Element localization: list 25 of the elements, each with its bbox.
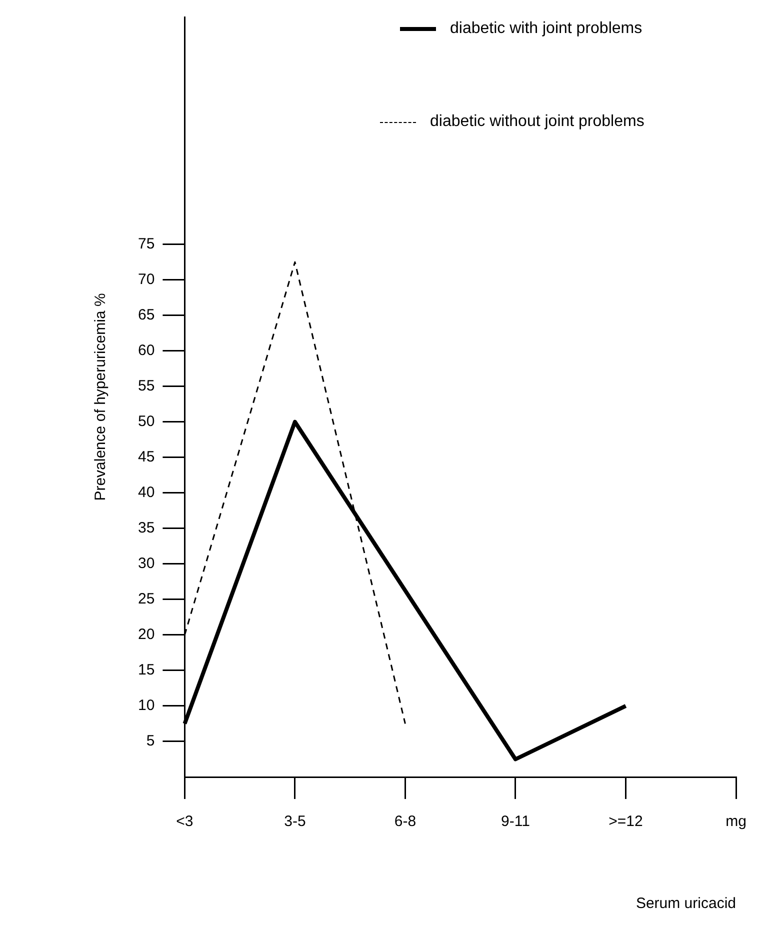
y-tick-label: 10: [138, 697, 155, 714]
y-axis-title: Prevalence of hyperuricemia %: [92, 293, 110, 501]
x-axis-title: Serum uricacid: [636, 895, 736, 912]
x-tick-label: mg: [726, 813, 746, 830]
y-tick-label: 5: [146, 732, 155, 750]
y-tick-label: 20: [138, 626, 155, 644]
y-tick-label: 15: [138, 662, 155, 679]
x-tick-label: >=12: [608, 813, 643, 830]
y-tick-label: 55: [138, 377, 155, 394]
x-tick-label: <3: [176, 813, 194, 830]
x-tick-label: 9-11: [501, 813, 530, 830]
legend-label: diabetic with joint problems: [450, 20, 642, 38]
y-tick-label: 45: [138, 448, 155, 466]
y-tick-label: 40: [138, 484, 155, 502]
legend-label: diabetic without joint problems: [430, 113, 644, 131]
y-tick-label: 35: [138, 520, 155, 537]
y-tick-label: 30: [138, 555, 155, 572]
y-tick-label: 50: [138, 413, 155, 430]
y-tick-label: 25: [138, 590, 155, 608]
y-tick-label: 65: [138, 306, 155, 324]
y-tick-label: 70: [138, 270, 155, 288]
x-tick-label: 6-8: [394, 813, 416, 830]
y-tick-label: 60: [138, 342, 155, 359]
y-tick-label: 75: [138, 235, 155, 252]
x-tick-label: 3-5: [284, 813, 306, 830]
